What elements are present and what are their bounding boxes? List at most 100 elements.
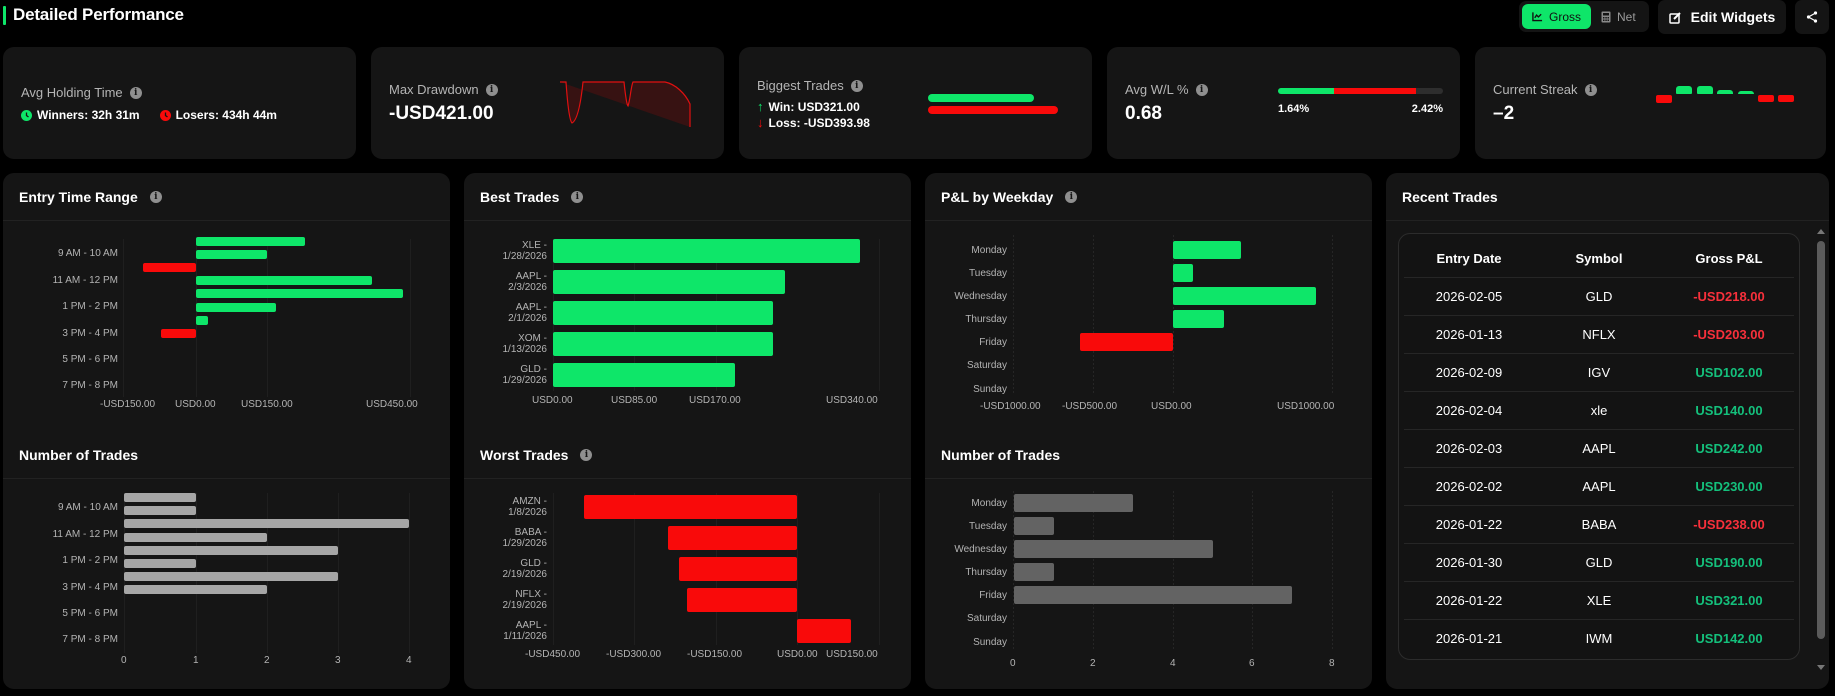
- table-row[interactable]: 2026-01-21 IWM USD142.00: [1404, 619, 1794, 657]
- net-toggle-label: Net: [1617, 9, 1636, 24]
- symbol-cell: IGV: [1587, 365, 1611, 380]
- column-header-symbol[interactable]: Symbol: [1575, 251, 1623, 266]
- biggest-win-value: Win: USD321.00: [768, 99, 860, 114]
- loser-clock-icon: [159, 109, 171, 121]
- entry-date-cell: 2026-02-05: [1435, 289, 1503, 304]
- net-toggle-button[interactable]: Net: [1591, 4, 1646, 29]
- symbol-cell: AAPL: [1582, 479, 1616, 494]
- entry-date-cell: 2026-02-03: [1435, 441, 1503, 456]
- table-row[interactable]: 2026-01-22 XLE USD321.00: [1404, 581, 1794, 619]
- worst-trades-title: Worst Trades: [480, 446, 569, 463]
- entry-date-cell: 2026-01-22: [1435, 517, 1503, 532]
- max-drawdown-card: Max Drawdown i -USD421.00: [371, 47, 724, 159]
- avg-loss-pct: 2.42%: [1411, 103, 1443, 115]
- table-row[interactable]: 2026-02-09 IGV USD102.00: [1404, 353, 1794, 391]
- info-icon[interactable]: i: [485, 83, 498, 96]
- page-title: Detailed Performance: [13, 5, 184, 24]
- symbol-cell: GLD: [1585, 289, 1613, 304]
- biggest-loss-bar: [928, 106, 1058, 114]
- current-streak-value: –2: [1493, 103, 1515, 124]
- pnl-cell: USD230.00: [1695, 479, 1763, 494]
- info-icon[interactable]: i: [1065, 190, 1078, 203]
- edit-icon: [1668, 11, 1681, 24]
- info-icon[interactable]: i: [580, 448, 593, 461]
- symbol-cell: XLE: [1586, 593, 1612, 608]
- weekday-panel: P&L by Weekday i Monday Tuesday Wednesda…: [925, 173, 1372, 689]
- table-row[interactable]: 2026-01-13 NFLX -USD203.00: [1404, 315, 1794, 353]
- pnl-cell: USD102.00: [1695, 365, 1763, 380]
- table-row[interactable]: 2026-02-02 AAPL USD230.00: [1404, 467, 1794, 505]
- symbol-cell: IWM: [1585, 631, 1613, 646]
- current-streak-label: Current Streak: [1493, 82, 1578, 97]
- symbol-cell: GLD: [1585, 555, 1613, 570]
- gross-toggle-button[interactable]: Gross: [1522, 4, 1591, 29]
- arrow-down-icon: ↓: [757, 115, 764, 130]
- table-row[interactable]: 2026-01-30 GLD USD190.00: [1404, 543, 1794, 581]
- max-drawdown-label: Max Drawdown: [389, 82, 479, 97]
- entry-date-cell: 2026-01-21: [1435, 631, 1503, 646]
- scroll-up-arrow-icon[interactable]: [1817, 229, 1825, 234]
- edit-widgets-button[interactable]: Edit Widgets: [1658, 0, 1786, 34]
- edit-widgets-label: Edit Widgets: [1690, 9, 1776, 25]
- biggest-loss-value: Loss: -USD393.98: [768, 115, 870, 130]
- weekday-count-title: Number of Trades: [941, 446, 1061, 463]
- symbol-cell: AAPL: [1582, 441, 1616, 456]
- gross-net-toggle: Gross Net: [1519, 1, 1649, 32]
- table-row[interactable]: 2026-01-22 BABA -USD238.00: [1404, 505, 1794, 543]
- avg-wl-card: Avg W/L % i 0.68 1.64% 2.42%: [1107, 47, 1460, 159]
- recent-trades-title: Recent Trades: [1402, 188, 1498, 205]
- entry-count-title: Number of Trades: [19, 446, 139, 463]
- info-icon[interactable]: i: [1195, 83, 1208, 96]
- max-drawdown-value: -USD421.00: [389, 103, 494, 124]
- pnl-cell: -USD218.00: [1693, 289, 1765, 304]
- chart-line-icon: [1532, 12, 1543, 22]
- entry-time-panel: Entry Time Range i 9 AM - 10 AM 11 AM - …: [3, 173, 450, 689]
- share-icon: [1806, 11, 1818, 23]
- column-header-entry-date[interactable]: Entry Date: [1436, 251, 1502, 266]
- pnl-weekday-title: P&L by Weekday: [941, 188, 1054, 205]
- scroll-down-arrow-icon[interactable]: [1817, 665, 1825, 670]
- calculator-icon: [1601, 11, 1611, 22]
- info-icon[interactable]: i: [129, 86, 142, 99]
- scrollbar-thumb[interactable]: [1817, 241, 1825, 639]
- winners-holding-time: Winners: 32h 31m: [37, 108, 140, 122]
- avg-holding-time-card: Avg Holding Time i Winners: 32h 31m Lose…: [3, 47, 356, 159]
- title-accent-bar: [3, 5, 6, 25]
- table-row[interactable]: 2026-02-04 xle USD140.00: [1404, 391, 1794, 429]
- entry-date-cell: 2026-01-13: [1435, 327, 1503, 342]
- biggest-win-bar: [928, 94, 1034, 102]
- symbol-cell: xle: [1590, 403, 1608, 418]
- share-button[interactable]: [1795, 0, 1829, 34]
- pnl-cell: USD140.00: [1695, 403, 1763, 418]
- pnl-cell: -USD238.00: [1693, 517, 1765, 532]
- drawdown-sparkline: [560, 81, 691, 127]
- biggest-trades-card: Biggest Trades i ↑ Win: USD321.00 ↓ Loss…: [739, 47, 1092, 159]
- table-row[interactable]: 2026-02-03 AAPL USD242.00: [1404, 429, 1794, 467]
- arrow-up-icon: ↑: [757, 99, 764, 114]
- info-icon[interactable]: i: [1584, 83, 1597, 96]
- best-trades-title: Best Trades: [480, 188, 560, 205]
- info-icon[interactable]: i: [571, 190, 584, 203]
- info-icon[interactable]: i: [850, 79, 863, 92]
- table-row[interactable]: 2026-02-05 GLD -USD218.00: [1404, 277, 1794, 315]
- entry-date-cell: 2026-02-04: [1435, 403, 1503, 418]
- avg-wl-label: Avg W/L %: [1125, 82, 1189, 97]
- symbol-cell: BABA: [1581, 517, 1617, 532]
- biggest-trades-label: Biggest Trades: [757, 78, 844, 93]
- entry-date-cell: 2026-01-22: [1435, 593, 1503, 608]
- entry-date-cell: 2026-01-30: [1435, 555, 1503, 570]
- recent-trades-table: Entry Date Symbol Gross P&L 2026-02-05 G…: [1398, 233, 1800, 660]
- pnl-cell: USD190.00: [1695, 555, 1763, 570]
- page-header: Detailed Performance Gross Net Edit Widg…: [0, 0, 1835, 36]
- symbol-cell: NFLX: [1582, 327, 1616, 342]
- pnl-cell: USD242.00: [1695, 441, 1763, 456]
- best-worst-panel: Best Trades i XLE -1/28/2026 AAPL -2/3/2…: [464, 173, 911, 689]
- info-icon[interactable]: i: [149, 190, 162, 203]
- column-header-gross-pnl[interactable]: Gross P&L: [1695, 251, 1763, 266]
- entry-date-cell: 2026-02-02: [1435, 479, 1503, 494]
- winner-clock-icon: [21, 109, 32, 121]
- wl-ratio-bar: [1278, 88, 1443, 94]
- avg-holding-time-label: Avg Holding Time: [21, 85, 123, 100]
- recent-trades-scrollbar[interactable]: [1815, 225, 1827, 677]
- avg-wl-value: 0.68: [1125, 103, 1162, 124]
